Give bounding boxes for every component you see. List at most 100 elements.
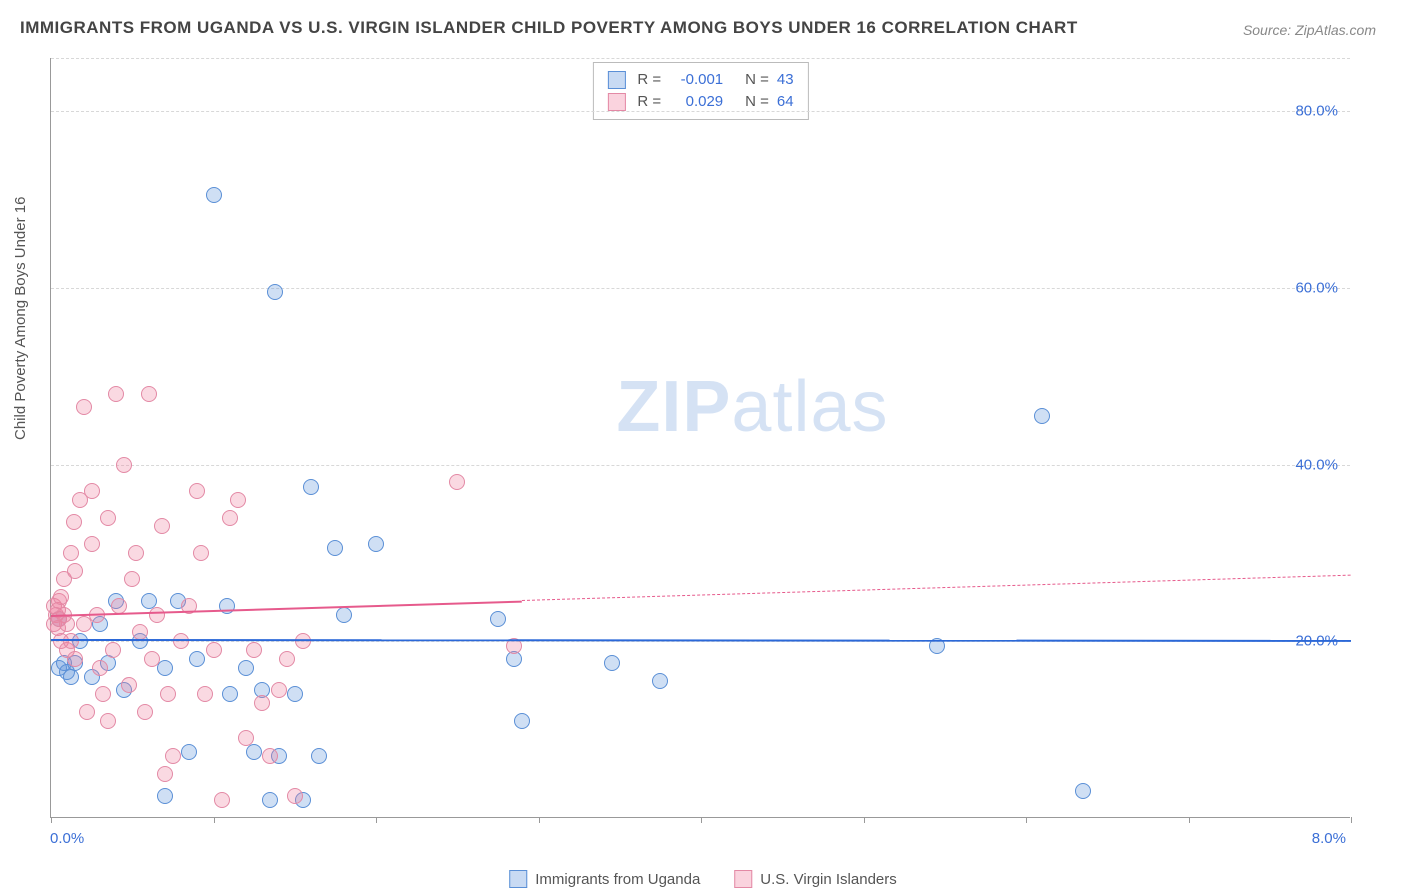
x-tick — [51, 817, 52, 823]
data-point — [246, 642, 262, 658]
data-point — [336, 607, 352, 623]
n-label: N = — [745, 69, 769, 91]
data-point — [206, 642, 222, 658]
gridline — [51, 288, 1350, 289]
data-point — [100, 713, 116, 729]
data-point — [279, 651, 295, 667]
data-point — [66, 514, 82, 530]
data-point — [100, 510, 116, 526]
swatch-pink-icon — [734, 870, 752, 888]
x-tick — [539, 817, 540, 823]
data-point — [105, 642, 121, 658]
data-point — [206, 187, 222, 203]
data-point — [165, 748, 181, 764]
data-point — [267, 284, 283, 300]
data-point — [652, 673, 668, 689]
series-legend: Immigrants from Uganda U.S. Virgin Islan… — [509, 870, 897, 888]
data-point — [137, 704, 153, 720]
n-label: N = — [745, 91, 769, 113]
swatch-blue-icon — [509, 870, 527, 888]
trend-line — [522, 575, 1351, 601]
legend-label-pink: U.S. Virgin Islanders — [760, 871, 896, 888]
scatter-plot-area: ZIPatlas R = -0.001 N = 43 R = 0.029 N =… — [50, 58, 1350, 818]
data-point — [262, 792, 278, 808]
legend-label-blue: Immigrants from Uganda — [535, 871, 700, 888]
x-tick — [701, 817, 702, 823]
y-tick-label: 60.0% — [1295, 279, 1338, 296]
data-point — [238, 660, 254, 676]
data-point — [59, 616, 75, 632]
data-point — [214, 792, 230, 808]
data-point — [95, 686, 111, 702]
r-value-blue: -0.001 — [669, 69, 723, 91]
data-point — [63, 545, 79, 561]
data-point — [116, 457, 132, 473]
data-point — [76, 399, 92, 415]
swatch-blue-icon — [607, 71, 625, 89]
r-label: R = — [637, 91, 661, 113]
data-point — [287, 788, 303, 804]
data-point — [197, 686, 213, 702]
data-point — [514, 713, 530, 729]
trend-line — [51, 639, 1351, 642]
y-axis-label: Child Poverty Among Boys Under 16 — [12, 197, 29, 440]
x-tick — [1026, 817, 1027, 823]
legend-row-blue: R = -0.001 N = 43 — [607, 69, 793, 91]
data-point — [141, 386, 157, 402]
n-value-blue: 43 — [777, 69, 794, 91]
swatch-pink-icon — [607, 93, 625, 111]
x-tick — [376, 817, 377, 823]
data-point — [490, 611, 506, 627]
data-point — [67, 563, 83, 579]
data-point — [160, 686, 176, 702]
r-value-pink: 0.029 — [669, 91, 723, 113]
x-tick — [864, 817, 865, 823]
data-point — [53, 589, 69, 605]
data-point — [63, 633, 79, 649]
legend-item-pink: U.S. Virgin Islanders — [734, 870, 896, 888]
data-point — [222, 510, 238, 526]
data-point — [121, 677, 137, 693]
data-point — [181, 744, 197, 760]
data-point — [449, 474, 465, 490]
data-point — [79, 704, 95, 720]
x-tick — [1189, 817, 1190, 823]
data-point — [144, 651, 160, 667]
data-point — [246, 744, 262, 760]
data-point — [368, 536, 384, 552]
gridline — [51, 58, 1350, 59]
y-tick-label: 40.0% — [1295, 456, 1338, 473]
data-point — [193, 545, 209, 561]
data-point — [238, 730, 254, 746]
x-tick — [1351, 817, 1352, 823]
data-point — [189, 651, 205, 667]
data-point — [149, 607, 165, 623]
data-point — [128, 545, 144, 561]
data-point — [132, 624, 148, 640]
data-point — [604, 655, 620, 671]
data-point — [271, 682, 287, 698]
data-point — [111, 598, 127, 614]
x-tick — [214, 817, 215, 823]
r-label: R = — [637, 69, 661, 91]
gridline — [51, 465, 1350, 466]
data-point — [84, 536, 100, 552]
data-point — [67, 651, 83, 667]
data-point — [92, 660, 108, 676]
legend-row-pink: R = 0.029 N = 64 — [607, 91, 793, 113]
x-axis-max-label: 8.0% — [1312, 830, 1346, 847]
data-point — [311, 748, 327, 764]
data-point — [124, 571, 140, 587]
data-point — [1075, 783, 1091, 799]
data-point — [287, 686, 303, 702]
data-point — [157, 766, 173, 782]
data-point — [262, 748, 278, 764]
source-label: Source: ZipAtlas.com — [1243, 22, 1376, 38]
data-point — [254, 695, 270, 711]
data-point — [327, 540, 343, 556]
data-point — [157, 660, 173, 676]
n-value-pink: 64 — [777, 91, 794, 113]
x-axis-min-label: 0.0% — [50, 830, 84, 847]
data-point — [189, 483, 205, 499]
data-point — [108, 386, 124, 402]
